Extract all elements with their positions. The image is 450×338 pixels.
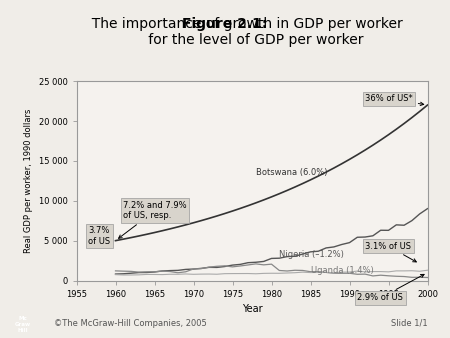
Text: ©The McGraw-Hill Companies, 2005: ©The McGraw-Hill Companies, 2005 bbox=[54, 319, 207, 328]
Text: Slide 1/1: Slide 1/1 bbox=[391, 319, 428, 328]
Text: 7.2% and 7.9%
of US, resp.: 7.2% and 7.9% of US, resp. bbox=[119, 201, 187, 238]
Text: Nigeria (–1.2%): Nigeria (–1.2%) bbox=[279, 249, 344, 259]
Text: 3.7%
of US: 3.7% of US bbox=[88, 226, 110, 246]
Text: Uganda (1.4%): Uganda (1.4%) bbox=[310, 266, 373, 275]
Y-axis label: Real GDP per worker, 1990 dollars: Real GDP per worker, 1990 dollars bbox=[24, 108, 33, 253]
Text: 2.9% of US: 2.9% of US bbox=[357, 274, 424, 303]
Text: The importance of growth in GDP per worker
              for the level of GDP pe: The importance of growth in GDP per work… bbox=[48, 17, 402, 47]
Text: Botswana (6.0%): Botswana (6.0%) bbox=[256, 168, 328, 177]
Text: Figure 2.1:: Figure 2.1: bbox=[182, 17, 268, 30]
Text: 3.1% of US: 3.1% of US bbox=[365, 242, 416, 262]
Text: 36% of US*: 36% of US* bbox=[365, 94, 424, 105]
X-axis label: Year: Year bbox=[242, 304, 262, 314]
Text: Mc
Graw
Hill: Mc Graw Hill bbox=[14, 316, 31, 333]
